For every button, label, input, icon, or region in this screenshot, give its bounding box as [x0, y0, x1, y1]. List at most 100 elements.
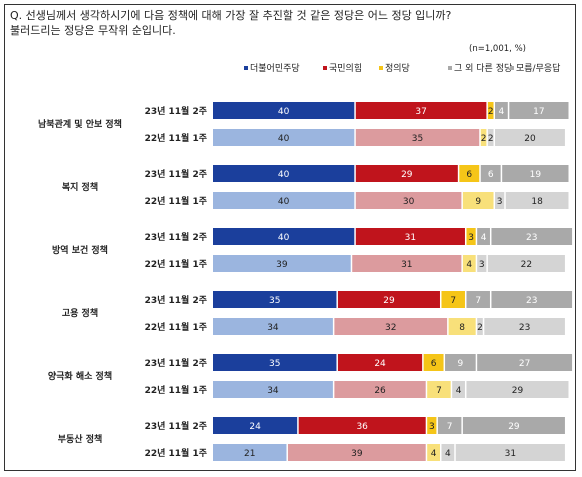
bar-segment	[213, 255, 351, 272]
data-label: 4	[481, 233, 487, 243]
data-label: 4	[456, 386, 462, 396]
bar-segment	[505, 192, 569, 209]
legend-label: 모름/무응답	[516, 62, 560, 74]
data-label: 4	[445, 449, 451, 459]
row-label: 23년 11월 2주	[145, 105, 207, 117]
category-label: 복지 정책	[62, 181, 98, 193]
bar-segment	[213, 165, 355, 182]
bar-segment	[437, 417, 462, 434]
data-label: 3	[468, 233, 474, 243]
category-label: 남북관계 및 안보 정책	[38, 118, 122, 130]
data-label: 34	[267, 386, 279, 396]
bar-segment	[480, 165, 501, 182]
data-label: 24	[374, 359, 386, 369]
bar-segment	[355, 228, 465, 245]
row-label: 22년 11월 1주	[145, 447, 207, 459]
data-label: 6	[466, 170, 472, 180]
legend-swatch	[244, 66, 248, 70]
bar-segment	[427, 444, 440, 461]
bar-segment	[213, 381, 333, 398]
data-label: 35	[269, 296, 280, 306]
bar-segment	[495, 129, 565, 146]
question-line-1: Q. 선생님께서 생각하시기에 다음 정책에 대해 가장 잘 추진할 것 같은 …	[10, 9, 452, 22]
data-label: 32	[385, 323, 396, 333]
data-label: 31	[505, 449, 516, 459]
row-label: 23년 11월 2주	[145, 231, 207, 243]
data-label: 31	[405, 233, 416, 243]
data-label: 8	[459, 323, 465, 333]
bar-segment	[495, 192, 505, 209]
data-label: 2	[488, 107, 494, 117]
bar-segment	[462, 192, 494, 209]
legend-swatch	[510, 66, 514, 70]
data-label: 7	[475, 296, 481, 306]
bar-segment	[287, 444, 426, 461]
data-label: 2	[488, 134, 494, 144]
bar-segment	[448, 318, 476, 335]
bar-segment	[423, 354, 444, 371]
bar-segment	[487, 102, 494, 119]
category-label: 고용 정책	[62, 307, 98, 319]
legend-label: 그 외 다른 정당	[454, 62, 512, 74]
bar-segment	[298, 417, 426, 434]
data-label: 4	[431, 449, 437, 459]
data-label: 19	[530, 170, 542, 180]
legend-swatch	[379, 66, 383, 70]
bar-segment	[441, 291, 465, 308]
row-label: 22년 11월 1주	[145, 195, 207, 207]
data-label: 23	[519, 323, 530, 333]
bar-segment	[427, 417, 437, 434]
row-label: 23년 11월 2주	[145, 168, 207, 180]
data-label: 2	[477, 323, 483, 333]
data-label: 31	[401, 260, 412, 270]
data-label: 36	[356, 422, 368, 432]
bar-segment	[466, 291, 490, 308]
data-label: 24	[249, 422, 261, 432]
bar-segment	[466, 381, 569, 398]
bar-segment	[213, 129, 355, 146]
row-label: 23년 11월 2주	[145, 357, 207, 369]
data-label: 27	[519, 359, 530, 369]
data-label: 40	[278, 170, 290, 180]
bar-segment	[213, 354, 337, 371]
row-label: 22년 11월 1주	[145, 384, 207, 396]
data-label: 18	[531, 197, 543, 207]
bar-segment	[509, 102, 569, 119]
bar-segment	[213, 318, 333, 335]
data-label: 17	[533, 107, 544, 117]
data-label: 3	[479, 260, 485, 270]
bar-segment	[484, 318, 565, 335]
data-label: 40	[278, 134, 290, 144]
data-label: 40	[278, 233, 290, 243]
data-label: 37	[415, 107, 426, 117]
category-label: 부동산 정책	[58, 433, 103, 445]
data-label: 4	[499, 107, 505, 117]
row-label: 22년 11월 1주	[145, 132, 207, 144]
data-label: 9	[475, 197, 481, 207]
data-label: 21	[244, 449, 255, 459]
legend-label: 국민의힘	[329, 63, 362, 74]
data-label: 9	[457, 359, 463, 369]
data-label: 29	[512, 386, 524, 396]
bar-segment	[477, 318, 483, 335]
data-label: 39	[351, 449, 363, 459]
bar-segment	[213, 417, 298, 434]
data-label: 22	[521, 260, 532, 270]
bar-segment	[466, 228, 476, 245]
row-label: 22년 11월 1주	[145, 258, 207, 270]
bar-segment	[355, 102, 487, 119]
data-label: 35	[412, 134, 423, 144]
bar-segment	[502, 165, 569, 182]
legend-label: 더불어민주당	[250, 63, 300, 74]
sample-note: (n=1,001, %)	[469, 44, 526, 54]
bar-segment	[352, 255, 462, 272]
data-label: 34	[267, 323, 279, 333]
data-label: 4	[466, 260, 472, 270]
data-label: 3	[497, 197, 503, 207]
data-label: 35	[269, 359, 280, 369]
legend-label: 정의당	[385, 63, 410, 74]
data-label: 2	[481, 134, 487, 144]
data-label: 40	[278, 197, 290, 207]
bar-segment	[477, 228, 490, 245]
